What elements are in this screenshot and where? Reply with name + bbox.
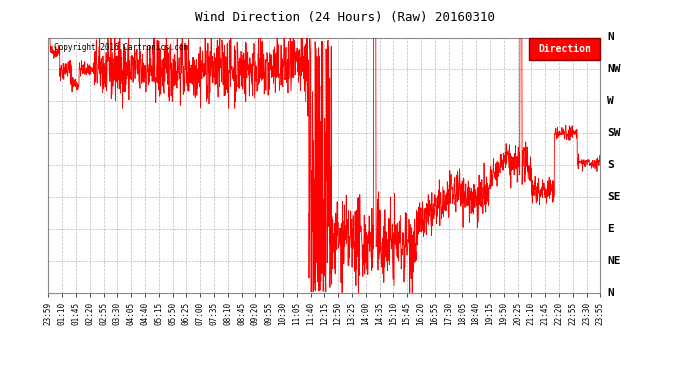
Text: E: E — [607, 224, 614, 234]
Text: N: N — [607, 288, 614, 297]
Text: Copyright 2016 Cartronics.com: Copyright 2016 Cartronics.com — [54, 43, 188, 52]
Text: SW: SW — [607, 128, 621, 138]
Text: W: W — [607, 96, 614, 106]
Text: N: N — [607, 33, 614, 42]
Text: NE: NE — [607, 256, 621, 266]
Text: NW: NW — [607, 64, 621, 74]
FancyBboxPatch shape — [529, 38, 600, 60]
Text: S: S — [607, 160, 614, 170]
Text: SE: SE — [607, 192, 621, 202]
Text: Direction: Direction — [538, 44, 591, 54]
Text: Wind Direction (24 Hours) (Raw) 20160310: Wind Direction (24 Hours) (Raw) 20160310 — [195, 11, 495, 24]
